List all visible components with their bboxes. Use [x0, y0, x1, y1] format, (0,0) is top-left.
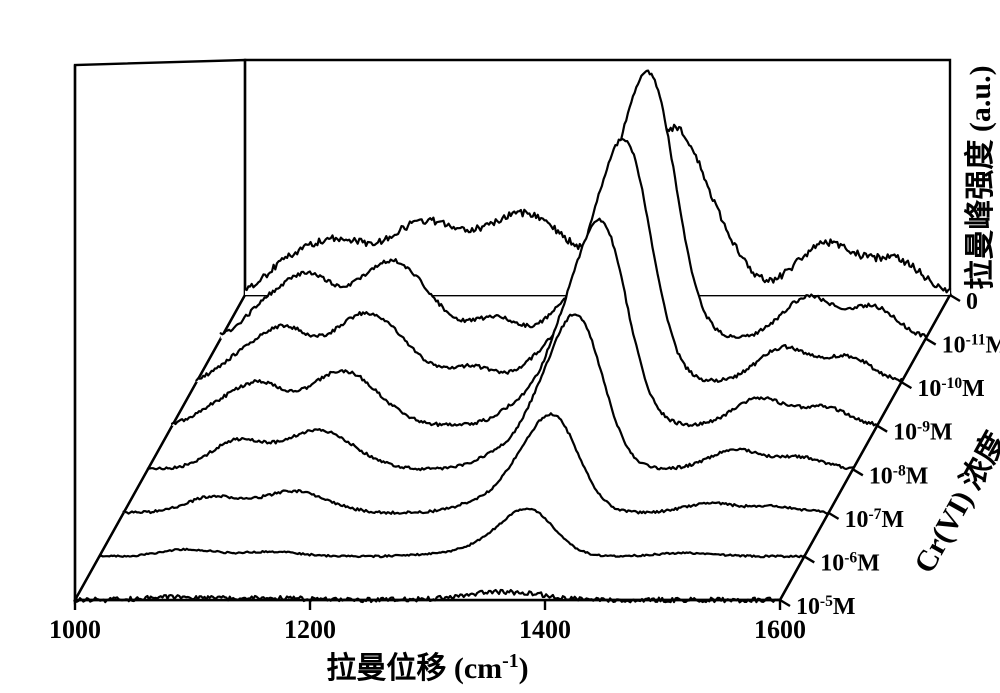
z-tick-label: 0 [966, 289, 978, 315]
left-wall [75, 60, 245, 600]
z-tick [926, 339, 936, 345]
z-tick-label: 10-7M [845, 505, 904, 533]
z-tick [829, 513, 839, 519]
z-tick-label: 10-8M [869, 462, 928, 490]
x-tick-label: 1400 [519, 615, 571, 644]
z-tick [804, 556, 814, 562]
z-tick-label: 10-5M [796, 593, 855, 621]
z-tick-label: 10-10M [917, 375, 984, 403]
z-tick [901, 382, 911, 388]
x-tick-label: 1000 [49, 615, 101, 644]
z-tick [780, 600, 790, 606]
x-tick-label: 1200 [284, 615, 336, 644]
spectrum-trace [99, 509, 804, 558]
z-tick [877, 426, 887, 432]
z-tick [853, 469, 863, 475]
x-axis-label: 拉曼位移 (cm-1) [326, 650, 528, 685]
z-tick-label: 10-6M [820, 549, 879, 577]
z-tick-label: 10-9M [893, 418, 952, 446]
raman-3d-spectra-figure: 1000120014001600拉曼位移 (cm-1)10-5M10-6M10-… [0, 0, 1000, 693]
z-axis-label: Cr(VI) 浓度 [908, 427, 1000, 579]
z-tick [950, 295, 960, 301]
z-tick-label: 10-11M [942, 331, 1000, 359]
y-axis-label: 拉曼峰强度 (a.u.) [963, 65, 997, 289]
